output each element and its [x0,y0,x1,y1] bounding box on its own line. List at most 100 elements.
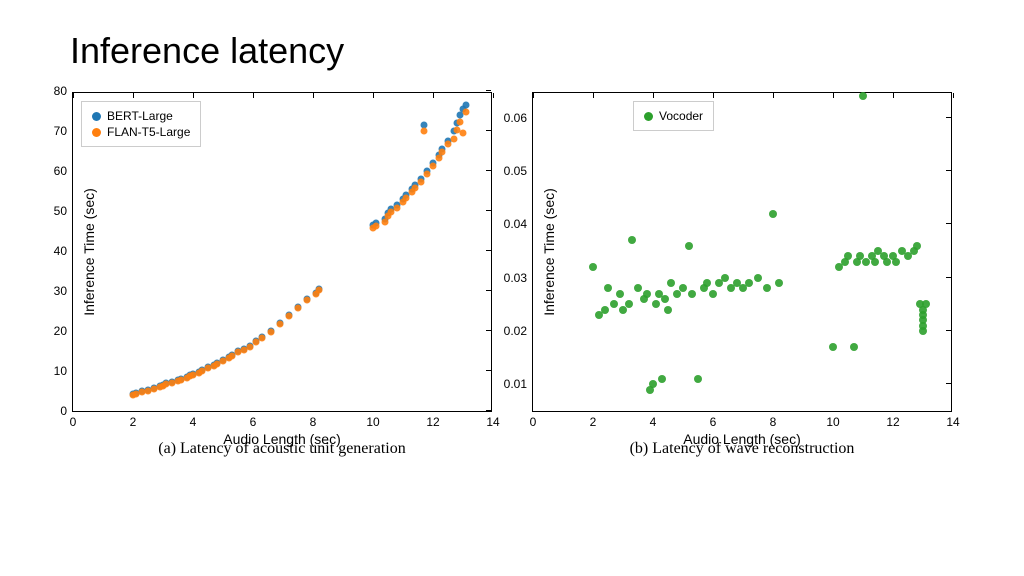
ytick-label: 0.02 [504,324,533,338]
ytick-mark [486,290,491,291]
ytick-label: 50 [54,204,73,218]
data-point [829,343,837,351]
ytick-label: 60 [54,164,73,178]
data-point [304,296,311,303]
data-point [403,194,410,201]
data-point [754,274,762,282]
data-point [850,343,858,351]
xtick-mark [833,93,834,98]
ytick-label: 0.03 [504,271,533,285]
xtick-label: 2 [130,411,137,429]
right-legend: Vocoder [633,101,714,131]
ytick-mark [486,170,491,171]
data-point [859,92,867,100]
xtick-mark [773,93,774,98]
data-point [652,300,660,308]
ytick-mark [486,130,491,131]
xtick-label: 10 [826,411,839,429]
xtick-label: 12 [426,411,439,429]
data-point [295,304,302,311]
ytick-label: 40 [54,244,73,258]
xtick-mark [133,93,134,98]
xtick-label: 14 [946,411,959,429]
data-point [661,295,669,303]
legend-item: FLAN-T5-Large [92,125,190,139]
data-point [628,236,636,244]
data-point [694,375,702,383]
legend-item: BERT-Large [92,109,190,123]
ytick-mark [946,330,951,331]
ytick-mark [946,277,951,278]
xtick-mark [713,93,714,98]
slide: Inference latency BERT-Large FLAN-T5-Larg… [0,0,1024,576]
ytick-mark [946,170,951,171]
data-point [457,118,464,125]
data-point [658,375,666,383]
xtick-mark [193,93,194,98]
ytick-label: 20 [54,324,73,338]
data-point [745,279,753,287]
xtick-mark [493,93,494,98]
data-point [703,279,711,287]
data-point [259,334,266,341]
data-point [382,218,389,225]
ytick-mark [486,250,491,251]
data-point [892,258,900,266]
data-point [922,300,930,308]
right-ylabel: Inference Time (sec) [541,188,557,316]
data-point [268,328,275,335]
ytick-label: 0.01 [504,377,533,391]
xtick-label: 14 [486,411,499,429]
data-point [643,290,651,298]
xtick-label: 8 [310,411,317,429]
xtick-mark [893,93,894,98]
ytick-label: 0.04 [504,217,533,231]
xtick-mark [653,93,654,98]
page-title: Inference latency [70,30,1024,72]
data-point [913,242,921,250]
legend-marker [92,128,101,137]
data-point [430,162,437,169]
xtick-label: 12 [886,411,899,429]
data-point [373,222,380,229]
data-point [775,279,783,287]
data-point [424,170,431,177]
legend-label: Vocoder [659,109,703,123]
right-chart: Vocoder Inference Time (sec) Audio Lengt… [532,92,952,412]
data-point [451,136,458,143]
data-point [763,284,771,292]
data-point [463,108,470,115]
ytick-label: 70 [54,124,73,138]
data-point [721,274,729,282]
right-chart-container: Vocoder Inference Time (sec) Audio Lengt… [532,92,952,458]
xtick-label: 4 [650,411,657,429]
data-point [601,306,609,314]
legend-label: FLAN-T5-Large [107,125,190,139]
data-point [634,284,642,292]
legend-marker [644,112,653,121]
left-chart-container: BERT-LargeFLAN-T5-Large Inference Time (… [72,92,492,458]
xtick-label: 0 [530,411,537,429]
xtick-mark [313,93,314,98]
xtick-label: 8 [770,411,777,429]
data-point [667,279,675,287]
right-xlabel: Audio Length (sec) [683,431,801,447]
data-point [604,284,612,292]
data-point [589,263,597,271]
data-point [871,258,879,266]
data-point [316,286,323,293]
xtick-mark [73,93,74,98]
ytick-label: 0.06 [504,111,533,125]
left-xlabel: Audio Length (sec) [223,431,341,447]
legend-marker [92,112,101,121]
data-point [439,148,446,155]
data-point [688,290,696,298]
data-point [436,154,443,161]
data-point [286,312,293,319]
data-point [709,290,717,298]
data-point [844,252,852,260]
data-point [418,178,425,185]
data-point [664,306,672,314]
legend-item: Vocoder [644,109,703,123]
data-point [769,210,777,218]
